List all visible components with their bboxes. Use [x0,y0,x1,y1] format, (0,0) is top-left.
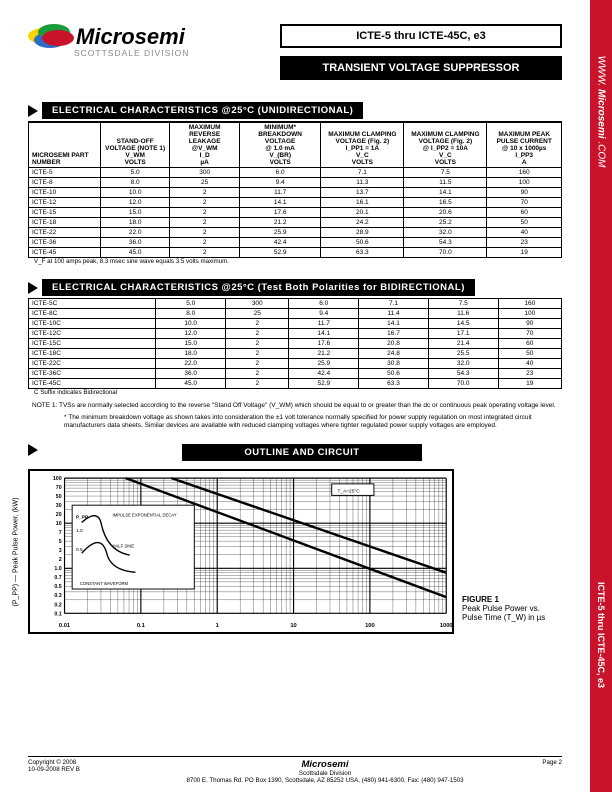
svg-text:100: 100 [53,476,62,482]
svg-text:P_PP: P_PP [76,515,89,521]
logo-swirl [28,24,68,50]
sidebar-red: WWW. Microsemi .COM ICTE-5 thru ICTE-45C… [590,0,612,792]
footer-division: Scottsdale Division [299,770,351,777]
product-subtitle: TRANSIENT VOLTAGE SUPPRESSOR [280,56,562,80]
table-row: ICTE-1515.0217.620.120.660 [29,208,562,218]
brand-name: Microsemi [76,24,185,50]
table-row: ICTE-3636.0242.450.654.323 [29,238,562,248]
section-arrow-icon [28,105,38,117]
sidebar-com: .COM [596,141,607,167]
sidebar-www: WWW. [596,56,607,87]
table-row: ICTE-36C36.0242.450.654.323 [29,369,562,379]
characteristics-table-bidirectional: ICTE-5C5.03006.07.17.5160ICTE-8C8.0259.4… [28,298,562,389]
table-row: ICTE-1212.0214.116.116.570 [29,198,562,208]
sidebar-partline: ICTE-5 thru ICTE-45C, e3 [596,582,606,688]
characteristics-table-unidirectional: MICROSEMI PART NUMBERSTAND-OFF VOLTAGE (… [28,121,562,258]
section-heading-1: ELECTRICAL CHARACTERISTICS @25°C (UNIDIR… [42,102,363,119]
svg-text:3: 3 [59,549,62,555]
svg-text:0.1: 0.1 [54,612,61,618]
svg-text:5: 5 [59,540,62,546]
table-row: ICTE-10C10.0211.714.114.590 [29,319,562,329]
footer-rev: 10-09-2008 REV B [28,766,80,773]
table-row: ICTE-12C12.0214.116.717.170 [29,329,562,339]
footer-address: 8700 E. Thomas Rd. PO Box 1390, Scottsda… [186,777,463,784]
table-row: ICTE-4545.0252.963.370.019 [29,248,562,258]
brand-division: SCOTTSDALE DIVISION [74,48,262,58]
svg-text:20: 20 [56,512,62,518]
table-row: ICTE-55.03006.07.17.5160 [29,168,562,178]
section-heading-3: OUTLINE AND CIRCUIT [182,444,422,461]
table-row: ICTE-18C18.0221.224.825.550 [29,349,562,359]
product-title: ICTE-5 thru ICTE-45C, e3 [280,24,562,48]
svg-text:0.1: 0.1 [137,623,146,629]
svg-text:1.0: 1.0 [54,567,61,573]
page-footer: Copyright © 2008 10-09-2008 REV B Micros… [28,756,562,784]
svg-text:T_A=25°C: T_A=25°C [337,489,360,495]
note1-star: * The minimum breakdown voltage as shown… [64,414,558,430]
figure-1-chart: 0.01 0.1 1 10 100 1000 100 70 50 30 20 10 7 5 3 2 1.0 0.7… [28,469,454,634]
svg-text:CONSTANT WAVEFORM: CONSTANT WAVEFORM [80,582,129,587]
table-row: ICTE-8C8.0259.411.411.6100 [29,309,562,319]
table-row: ICTE-45C45.0252.963.370.019 [29,379,562,389]
table-row: ICTE-2222.0225.928.932.040 [29,228,562,238]
section-arrow-icon [28,282,38,294]
figure-1-label: FIGURE 1 [462,595,499,604]
svg-text:1: 1 [216,623,220,629]
svg-text:0.3: 0.3 [54,594,61,600]
svg-text:HALF SINE: HALF SINE [112,544,134,549]
table-row: ICTE-15C15.0217.620.821.460 [29,339,562,349]
svg-text:0.01: 0.01 [59,623,71,629]
svg-text:50: 50 [56,494,62,500]
svg-text:0.5: 0.5 [76,548,83,554]
svg-text:0.7: 0.7 [54,576,61,582]
table-row: ICTE-5C5.03006.07.17.5160 [29,299,562,309]
sidebar-brand: Microsemi [596,89,607,138]
svg-text:100: 100 [365,623,375,629]
table-row: ICTE-88.0259.411.311.5100 [29,178,562,188]
svg-text:1000: 1000 [440,623,452,629]
table1-footnote: V_F at 100 amps peak, 8.3 msec sine wave… [34,258,562,265]
svg-text:2: 2 [59,558,62,564]
table-row: ICTE-1010.0211.713.714.190 [29,188,562,198]
svg-text:IMPULSE EXPONENTIAL DECAY: IMPULSE EXPONENTIAL DECAY [112,513,176,518]
svg-text:30: 30 [56,503,62,509]
note1-body: TVSs are normally selected according to … [59,402,556,409]
footer-company: Microsemi [302,759,349,770]
section-heading-2: ELECTRICAL CHARACTERISTICS @25°C (Test B… [42,279,475,296]
svg-text:1.0: 1.0 [76,528,83,534]
section-arrow-icon [28,444,38,456]
svg-text:10: 10 [290,623,296,629]
chart-ylabel: (P_PP) — Peak Pulse Power, (kW) [13,497,20,606]
note1-label: NOTE 1: [32,402,57,409]
svg-text:0.2: 0.2 [54,603,61,609]
figure-1-caption: Peak Pulse Power vs. Pulse Time (T_W) in… [462,604,545,622]
svg-text:0.5: 0.5 [54,585,61,591]
svg-text:10: 10 [56,522,62,528]
svg-text:7: 7 [59,531,62,537]
brand-block: Microsemi SCOTTSDALE DIVISION [28,24,262,76]
table2-footnote: C Suffix indicates Bidirectional [34,389,562,396]
footer-copyright: Copyright © 2008 [28,759,76,766]
svg-text:70: 70 [56,485,62,491]
table-row: ICTE-1818.0221.224.225.250 [29,218,562,228]
table-row: ICTE-22C22.0225.930.832.040 [29,359,562,369]
footer-page: Page 2 [542,759,562,766]
